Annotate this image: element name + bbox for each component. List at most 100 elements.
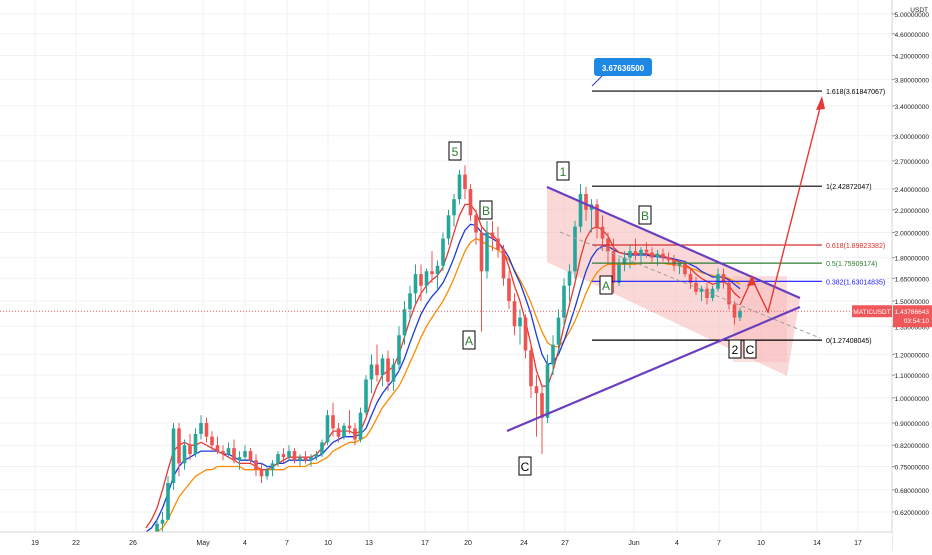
candle-body[interactable] bbox=[226, 448, 231, 455]
candle-body[interactable] bbox=[545, 364, 550, 418]
candle-body[interactable] bbox=[446, 215, 451, 239]
candle-body[interactable] bbox=[523, 317, 528, 351]
projection-path[interactable] bbox=[739, 99, 823, 315]
candle-body[interactable] bbox=[292, 451, 297, 461]
candle-body[interactable] bbox=[331, 415, 335, 429]
candle-body[interactable] bbox=[485, 232, 489, 272]
candle-body[interactable] bbox=[160, 519, 165, 524]
candle-body[interactable] bbox=[386, 358, 390, 382]
candle-body[interactable] bbox=[622, 257, 627, 265]
candle-body[interactable] bbox=[721, 274, 726, 283]
candle-body[interactable] bbox=[237, 457, 242, 461]
candle-body[interactable] bbox=[534, 386, 539, 394]
candle-body[interactable] bbox=[540, 393, 544, 418]
candle-body[interactable] bbox=[303, 457, 308, 461]
candle-body[interactable] bbox=[364, 379, 368, 413]
candle-body[interactable] bbox=[567, 271, 572, 286]
candle-body[interactable] bbox=[507, 278, 511, 302]
candle-body[interactable] bbox=[254, 460, 258, 470]
candle-body[interactable] bbox=[490, 232, 495, 239]
candle-body[interactable] bbox=[430, 271, 434, 275]
candle-body[interactable] bbox=[441, 238, 445, 266]
support-trendline[interactable] bbox=[506, 305, 801, 433]
candle-body[interactable] bbox=[705, 288, 709, 298]
candle-body[interactable] bbox=[259, 469, 264, 477]
candle-body[interactable] bbox=[276, 454, 280, 464]
candle-body[interactable] bbox=[193, 433, 198, 455]
candle-body[interactable] bbox=[677, 263, 682, 266]
candle-body[interactable] bbox=[314, 454, 319, 458]
candle-body[interactable] bbox=[435, 265, 440, 275]
candle-body[interactable] bbox=[232, 448, 236, 461]
candle-body[interactable] bbox=[336, 428, 341, 437]
candle-body[interactable] bbox=[353, 428, 357, 440]
candle-body[interactable] bbox=[474, 215, 478, 233]
candle-body[interactable] bbox=[655, 253, 660, 258]
candle-body[interactable] bbox=[666, 257, 671, 261]
candle-body[interactable] bbox=[298, 457, 302, 461]
candle-body[interactable] bbox=[166, 482, 170, 520]
candle-body[interactable] bbox=[342, 425, 346, 437]
candle-body[interactable] bbox=[419, 274, 423, 286]
candle-body[interactable] bbox=[584, 194, 588, 210]
candle-body[interactable] bbox=[375, 364, 379, 376]
candle-body[interactable] bbox=[248, 451, 253, 461]
candle-body[interactable] bbox=[408, 293, 412, 310]
candle-body[interactable] bbox=[199, 423, 203, 434]
candle-body[interactable] bbox=[611, 251, 616, 283]
candle-body[interactable] bbox=[738, 310, 742, 318]
candle-body[interactable] bbox=[320, 442, 324, 455]
candle-body[interactable] bbox=[650, 252, 654, 258]
candle-body[interactable] bbox=[243, 451, 247, 458]
candle-body[interactable] bbox=[639, 249, 643, 256]
candle-body[interactable] bbox=[380, 358, 385, 376]
candle-body[interactable] bbox=[683, 263, 687, 275]
candle-body[interactable] bbox=[694, 282, 698, 292]
candle-body[interactable] bbox=[210, 436, 214, 446]
candle-body[interactable] bbox=[699, 288, 704, 292]
candle-body[interactable] bbox=[413, 274, 418, 294]
candle-body[interactable] bbox=[496, 238, 500, 250]
candle-body[interactable] bbox=[270, 463, 275, 470]
candle-body[interactable] bbox=[347, 425, 352, 429]
candle-body[interactable] bbox=[215, 445, 220, 452]
candle-body[interactable] bbox=[369, 364, 374, 380]
candle-body[interactable] bbox=[391, 364, 396, 382]
candle-body[interactable] bbox=[182, 445, 187, 464]
candle-body[interactable] bbox=[628, 251, 632, 258]
candle-body[interactable] bbox=[644, 249, 649, 253]
candle-body[interactable] bbox=[358, 412, 363, 440]
candle-body[interactable] bbox=[188, 445, 192, 455]
candle-body[interactable] bbox=[479, 232, 484, 272]
candle-body[interactable] bbox=[562, 285, 566, 318]
candle-body[interactable] bbox=[727, 282, 731, 305]
candle-body[interactable] bbox=[309, 457, 313, 461]
candle-body[interactable] bbox=[397, 335, 401, 365]
candle-body[interactable] bbox=[287, 451, 291, 458]
candle-body[interactable] bbox=[600, 226, 605, 239]
candle-body[interactable] bbox=[221, 451, 225, 455]
candle-body[interactable] bbox=[710, 288, 715, 298]
candle-body[interactable] bbox=[402, 309, 407, 336]
candle-body[interactable] bbox=[501, 249, 506, 279]
resistance-trendline[interactable] bbox=[546, 185, 801, 300]
candle-body[interactable] bbox=[325, 415, 330, 443]
candle-body[interactable] bbox=[551, 344, 555, 365]
candle-body[interactable] bbox=[457, 174, 462, 200]
price-callout-box[interactable] bbox=[594, 58, 652, 76]
candle-body[interactable] bbox=[518, 317, 522, 327]
candle-body[interactable] bbox=[177, 428, 181, 464]
candle-body[interactable] bbox=[573, 226, 577, 272]
candle-body[interactable] bbox=[556, 317, 561, 345]
candle-body[interactable] bbox=[688, 274, 693, 283]
candle-body[interactable] bbox=[578, 194, 583, 227]
candle-body[interactable] bbox=[171, 428, 176, 483]
candle-body[interactable] bbox=[617, 264, 621, 283]
candle-body[interactable] bbox=[468, 189, 473, 216]
candle-body[interactable] bbox=[281, 454, 286, 458]
candle-body[interactable] bbox=[529, 350, 533, 387]
candle-body[interactable] bbox=[732, 304, 737, 318]
candle-body[interactable] bbox=[463, 174, 467, 190]
candle-body[interactable] bbox=[204, 423, 209, 437]
